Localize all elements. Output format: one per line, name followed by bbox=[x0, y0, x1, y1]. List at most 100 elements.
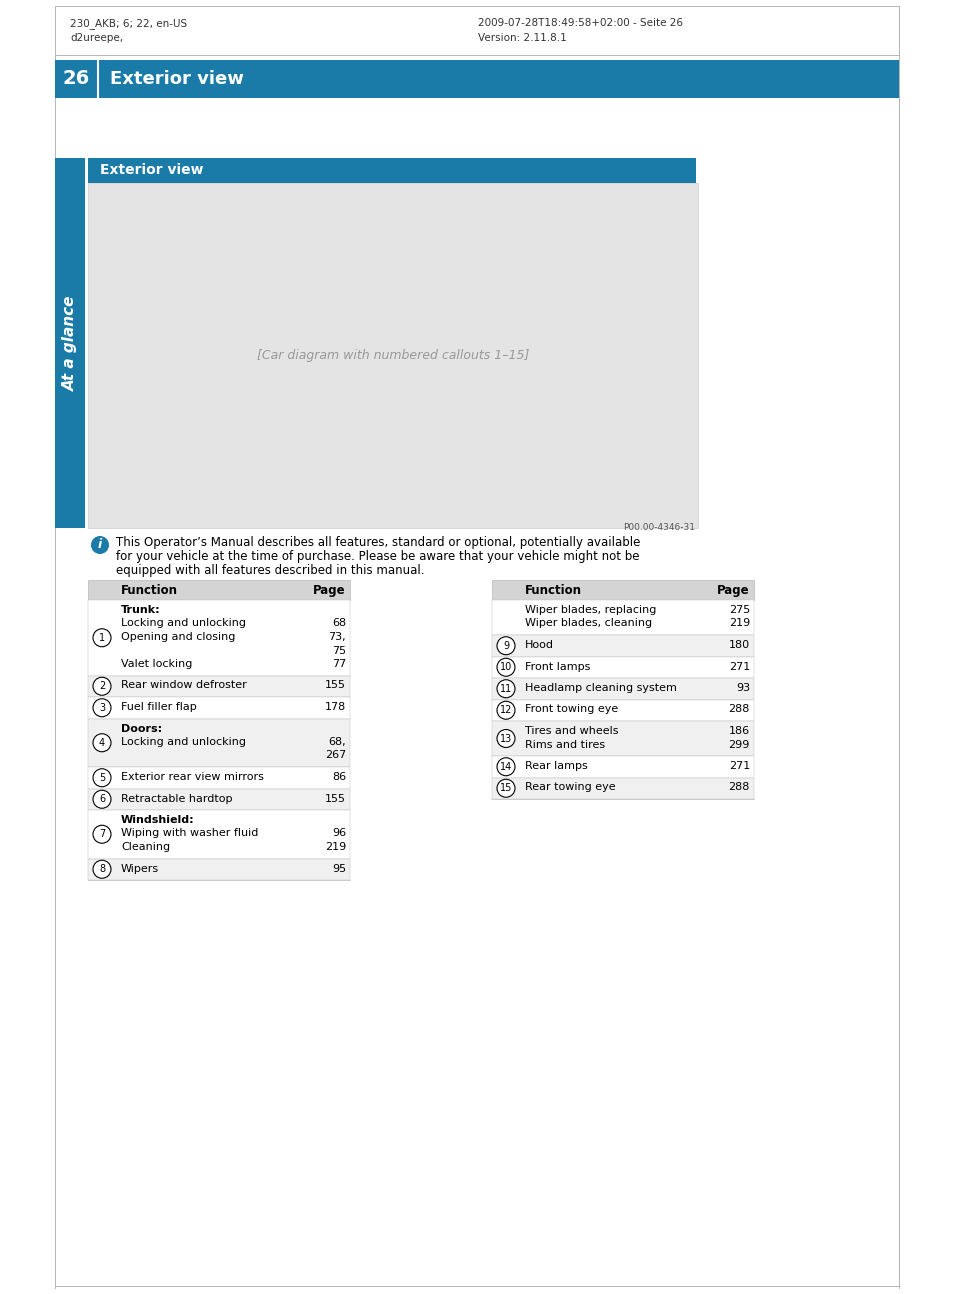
Bar bbox=[88, 767, 350, 788]
Text: 15: 15 bbox=[499, 783, 512, 793]
Text: Rear lamps: Rear lamps bbox=[524, 761, 587, 771]
Text: Front towing eye: Front towing eye bbox=[524, 704, 618, 714]
Text: 155: 155 bbox=[325, 681, 346, 691]
Text: Retractable hardtop: Retractable hardtop bbox=[121, 793, 233, 804]
Text: 68: 68 bbox=[332, 619, 346, 629]
Bar bbox=[492, 778, 753, 798]
Circle shape bbox=[497, 730, 515, 748]
Text: 219: 219 bbox=[728, 619, 749, 629]
Text: Wiper blades, replacing: Wiper blades, replacing bbox=[524, 606, 656, 615]
Circle shape bbox=[92, 629, 111, 647]
Text: 267: 267 bbox=[324, 751, 346, 761]
Text: 180: 180 bbox=[728, 641, 749, 650]
Text: Opening and closing: Opening and closing bbox=[121, 631, 235, 642]
Text: 219: 219 bbox=[324, 842, 346, 851]
Bar bbox=[88, 858, 350, 880]
Text: 68,: 68, bbox=[328, 738, 346, 747]
Bar bbox=[492, 580, 753, 600]
Text: 275: 275 bbox=[728, 606, 749, 615]
Text: This Operator’s Manual describes all features, standard or optional, potentially: This Operator’s Manual describes all fea… bbox=[116, 536, 639, 549]
Text: 26: 26 bbox=[62, 70, 90, 88]
Text: for your vehicle at the time of purchase. Please be aware that your vehicle migh: for your vehicle at the time of purchase… bbox=[116, 550, 639, 563]
Text: Valet locking: Valet locking bbox=[121, 659, 193, 669]
Text: Rear towing eye: Rear towing eye bbox=[524, 783, 615, 792]
Text: 5: 5 bbox=[99, 773, 105, 783]
Bar bbox=[492, 678, 753, 700]
Circle shape bbox=[497, 701, 515, 719]
Circle shape bbox=[497, 637, 515, 655]
Bar bbox=[55, 60, 898, 98]
Text: Exterior rear view mirrors: Exterior rear view mirrors bbox=[121, 773, 264, 782]
Text: Wiper blades, cleaning: Wiper blades, cleaning bbox=[524, 619, 652, 629]
Text: 10: 10 bbox=[499, 663, 512, 673]
Text: 12: 12 bbox=[499, 705, 512, 716]
Text: Rear window defroster: Rear window defroster bbox=[121, 681, 247, 691]
Text: Tires and wheels: Tires and wheels bbox=[524, 726, 618, 736]
Text: 11: 11 bbox=[499, 683, 512, 694]
Text: 288: 288 bbox=[728, 783, 749, 792]
Text: 96: 96 bbox=[332, 828, 346, 839]
Text: 288: 288 bbox=[728, 704, 749, 714]
Text: 271: 271 bbox=[728, 661, 749, 672]
Text: Version: 2.11.8.1: Version: 2.11.8.1 bbox=[477, 34, 566, 43]
Bar bbox=[88, 182, 698, 528]
Text: Wiping with washer fluid: Wiping with washer fluid bbox=[121, 828, 258, 839]
Text: Function: Function bbox=[121, 584, 178, 597]
Circle shape bbox=[497, 679, 515, 697]
Bar bbox=[492, 600, 753, 635]
Circle shape bbox=[91, 536, 109, 554]
Bar bbox=[492, 635, 753, 656]
Text: i: i bbox=[98, 538, 102, 551]
Text: 155: 155 bbox=[325, 793, 346, 804]
Text: 2009-07-28T18:49:58+02:00 - Seite 26: 2009-07-28T18:49:58+02:00 - Seite 26 bbox=[477, 18, 682, 28]
Circle shape bbox=[92, 791, 111, 809]
Text: 3: 3 bbox=[99, 703, 105, 713]
Text: Headlamp cleaning system: Headlamp cleaning system bbox=[524, 683, 677, 694]
Text: Function: Function bbox=[524, 584, 581, 597]
Text: 4: 4 bbox=[99, 738, 105, 748]
Text: 9: 9 bbox=[502, 641, 509, 651]
Circle shape bbox=[497, 779, 515, 797]
Text: Exterior view: Exterior view bbox=[110, 70, 244, 88]
Circle shape bbox=[92, 699, 111, 717]
Text: 95: 95 bbox=[332, 863, 346, 873]
Text: Locking and unlocking: Locking and unlocking bbox=[121, 619, 246, 629]
Circle shape bbox=[92, 769, 111, 787]
Text: Cleaning: Cleaning bbox=[121, 842, 170, 851]
Text: 93: 93 bbox=[735, 683, 749, 694]
Text: Windshield:: Windshield: bbox=[121, 815, 194, 826]
Text: Hood: Hood bbox=[524, 641, 554, 650]
Text: Trunk:: Trunk: bbox=[121, 606, 160, 615]
Text: [Car diagram with numbered callouts 1–15]: [Car diagram with numbered callouts 1–15… bbox=[256, 349, 529, 362]
Text: Locking and unlocking: Locking and unlocking bbox=[121, 738, 246, 747]
Text: Exterior view: Exterior view bbox=[100, 163, 203, 177]
Circle shape bbox=[497, 758, 515, 775]
Circle shape bbox=[92, 734, 111, 752]
Text: 6: 6 bbox=[99, 795, 105, 805]
Text: Doors:: Doors: bbox=[121, 723, 162, 734]
Bar bbox=[88, 580, 350, 600]
Circle shape bbox=[92, 826, 111, 844]
Text: 86: 86 bbox=[332, 773, 346, 782]
Text: 73,: 73, bbox=[328, 631, 346, 642]
Text: 271: 271 bbox=[728, 761, 749, 771]
Bar bbox=[88, 675, 350, 697]
Text: 178: 178 bbox=[324, 703, 346, 712]
Text: 13: 13 bbox=[499, 734, 512, 744]
Bar bbox=[88, 788, 350, 810]
Circle shape bbox=[92, 861, 111, 879]
Text: 77: 77 bbox=[332, 659, 346, 669]
Bar bbox=[88, 810, 350, 858]
Bar bbox=[88, 718, 350, 767]
Text: 8: 8 bbox=[99, 864, 105, 875]
Text: equipped with all features described in this manual.: equipped with all features described in … bbox=[116, 564, 424, 577]
Circle shape bbox=[92, 677, 111, 695]
Bar bbox=[492, 700, 753, 721]
Text: 75: 75 bbox=[332, 646, 346, 656]
Bar bbox=[492, 656, 753, 678]
Text: 2: 2 bbox=[99, 681, 105, 691]
Text: Wipers: Wipers bbox=[121, 863, 159, 873]
Bar bbox=[492, 756, 753, 778]
Text: P00.00-4346-31: P00.00-4346-31 bbox=[622, 523, 695, 532]
Text: 14: 14 bbox=[499, 762, 512, 771]
